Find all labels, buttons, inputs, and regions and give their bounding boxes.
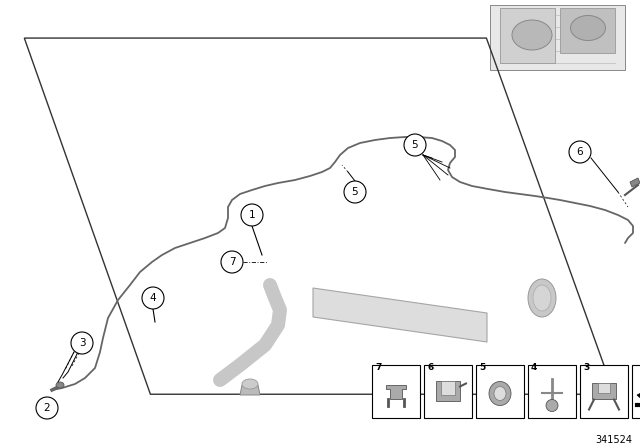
Ellipse shape — [56, 382, 64, 388]
Text: 6: 6 — [577, 147, 583, 157]
Bar — [441, 382, 455, 396]
Text: 3: 3 — [79, 338, 85, 348]
Polygon shape — [490, 5, 625, 70]
Bar — [592, 383, 616, 400]
Text: 4: 4 — [150, 293, 156, 303]
Text: 7: 7 — [228, 257, 236, 267]
Ellipse shape — [489, 382, 511, 405]
Bar — [632, 365, 640, 418]
Polygon shape — [637, 380, 640, 402]
Text: 341524: 341524 — [595, 435, 632, 445]
Text: 5: 5 — [479, 363, 485, 372]
Text: 5: 5 — [352, 187, 358, 197]
Circle shape — [569, 141, 591, 163]
Polygon shape — [240, 385, 260, 395]
Polygon shape — [386, 385, 406, 400]
Circle shape — [546, 400, 558, 412]
Ellipse shape — [533, 285, 551, 311]
Polygon shape — [313, 288, 487, 342]
Ellipse shape — [494, 387, 506, 401]
Circle shape — [241, 204, 263, 226]
Text: 2: 2 — [44, 403, 51, 413]
Bar — [560, 8, 615, 53]
Circle shape — [36, 397, 58, 419]
Bar — [528, 365, 576, 418]
Bar — [580, 365, 628, 418]
Circle shape — [142, 287, 164, 309]
Ellipse shape — [242, 379, 258, 389]
Bar — [500, 8, 555, 63]
Bar — [598, 383, 610, 393]
Circle shape — [344, 181, 366, 203]
Bar — [424, 365, 472, 418]
Polygon shape — [630, 178, 640, 187]
Text: 3: 3 — [583, 363, 589, 372]
Ellipse shape — [528, 279, 556, 317]
Ellipse shape — [570, 16, 605, 40]
Circle shape — [71, 332, 93, 354]
Text: 7: 7 — [375, 363, 381, 372]
Bar — [476, 365, 524, 418]
Bar — [372, 365, 420, 418]
Bar — [436, 382, 460, 401]
Ellipse shape — [512, 20, 552, 50]
Text: 5: 5 — [412, 140, 419, 150]
Text: 4: 4 — [531, 363, 538, 372]
Text: 6: 6 — [427, 363, 433, 372]
Text: 1: 1 — [249, 210, 255, 220]
Circle shape — [221, 251, 243, 273]
Circle shape — [404, 134, 426, 156]
